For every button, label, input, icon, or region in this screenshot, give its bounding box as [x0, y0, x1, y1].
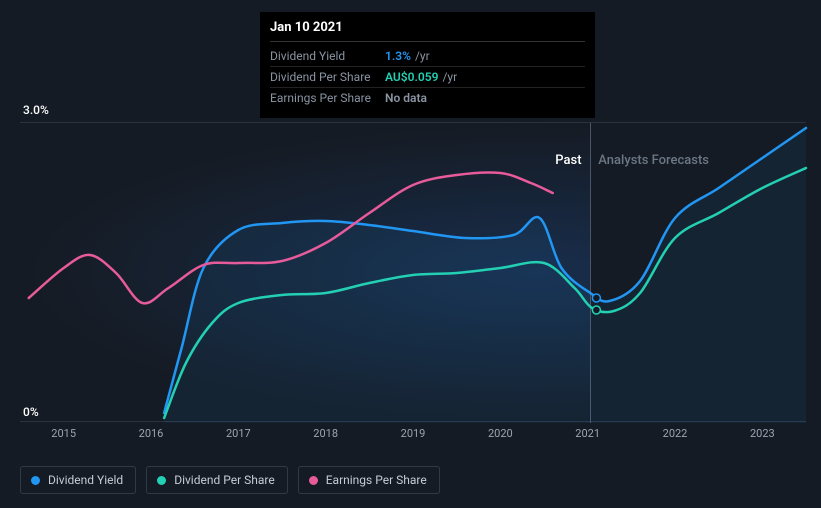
tooltip-row: Dividend Per ShareAU$0.059/yr [270, 67, 585, 88]
y-axis-max-label: 3.0% [23, 103, 49, 117]
legend-label: Earnings Per Share [326, 473, 427, 487]
legend-swatch-icon [309, 476, 318, 485]
x-tick-label: 2021 [575, 427, 600, 440]
legend-item-dividend_per_share[interactable]: Dividend Per Share [146, 466, 288, 494]
tooltip-row-value: No data [385, 91, 427, 105]
x-tick-label: 2016 [139, 427, 164, 440]
legend-label: Dividend Per Share [174, 473, 275, 487]
tooltip-row-unit: /yr [442, 70, 457, 84]
legend-label: Dividend Yield [48, 473, 123, 487]
legend-swatch-icon [157, 476, 166, 485]
series-marker-dividend_yield [592, 294, 600, 302]
legend-item-dividend_yield[interactable]: Dividend Yield [20, 466, 136, 494]
plot-area[interactable]: Past Analysts Forecasts [20, 122, 806, 422]
legend-swatch-icon [31, 476, 40, 485]
tooltip-row-label: Dividend Per Share [270, 70, 385, 84]
x-tick-label: 2019 [401, 427, 426, 440]
x-tick-label: 2022 [663, 427, 688, 440]
legend-item-earnings_per_share[interactable]: Earnings Per Share [298, 466, 440, 494]
dividend-chart: 3.0% 0% Past Analysts Forecasts 20152016… [20, 100, 806, 450]
x-tick-label: 2020 [488, 427, 513, 440]
tooltip-row-label: Earnings Per Share [270, 91, 385, 105]
chart-legend: Dividend Yield Dividend Per Share Earnings… [20, 466, 440, 494]
tooltip-row-value: AU$0.059 [385, 70, 438, 84]
chart-tooltip: Jan 10 2021 Dividend Yield1.3%/yrDividen… [260, 12, 595, 118]
x-axis-labels: 2015 2016 2017 2018 2019 2020 2021 2022 2023 [20, 427, 806, 447]
tooltip-row: Earnings Per ShareNo data [270, 88, 585, 108]
tooltip-row-value: 1.3% [385, 49, 411, 63]
x-tick-label: 2023 [750, 427, 775, 440]
tooltip-row-unit: /yr [415, 49, 430, 63]
tooltip-row: Dividend Yield1.3% /yr [270, 46, 585, 67]
x-tick-label: 2018 [313, 427, 338, 440]
x-tick-label: 2017 [226, 427, 251, 440]
series-marker-dividend_per_share [592, 306, 600, 314]
x-tick-label: 2015 [51, 427, 76, 440]
chart-svg [20, 123, 806, 423]
tooltip-date: Jan 10 2021 [270, 20, 585, 42]
tooltip-row-label: Dividend Yield [270, 49, 385, 63]
